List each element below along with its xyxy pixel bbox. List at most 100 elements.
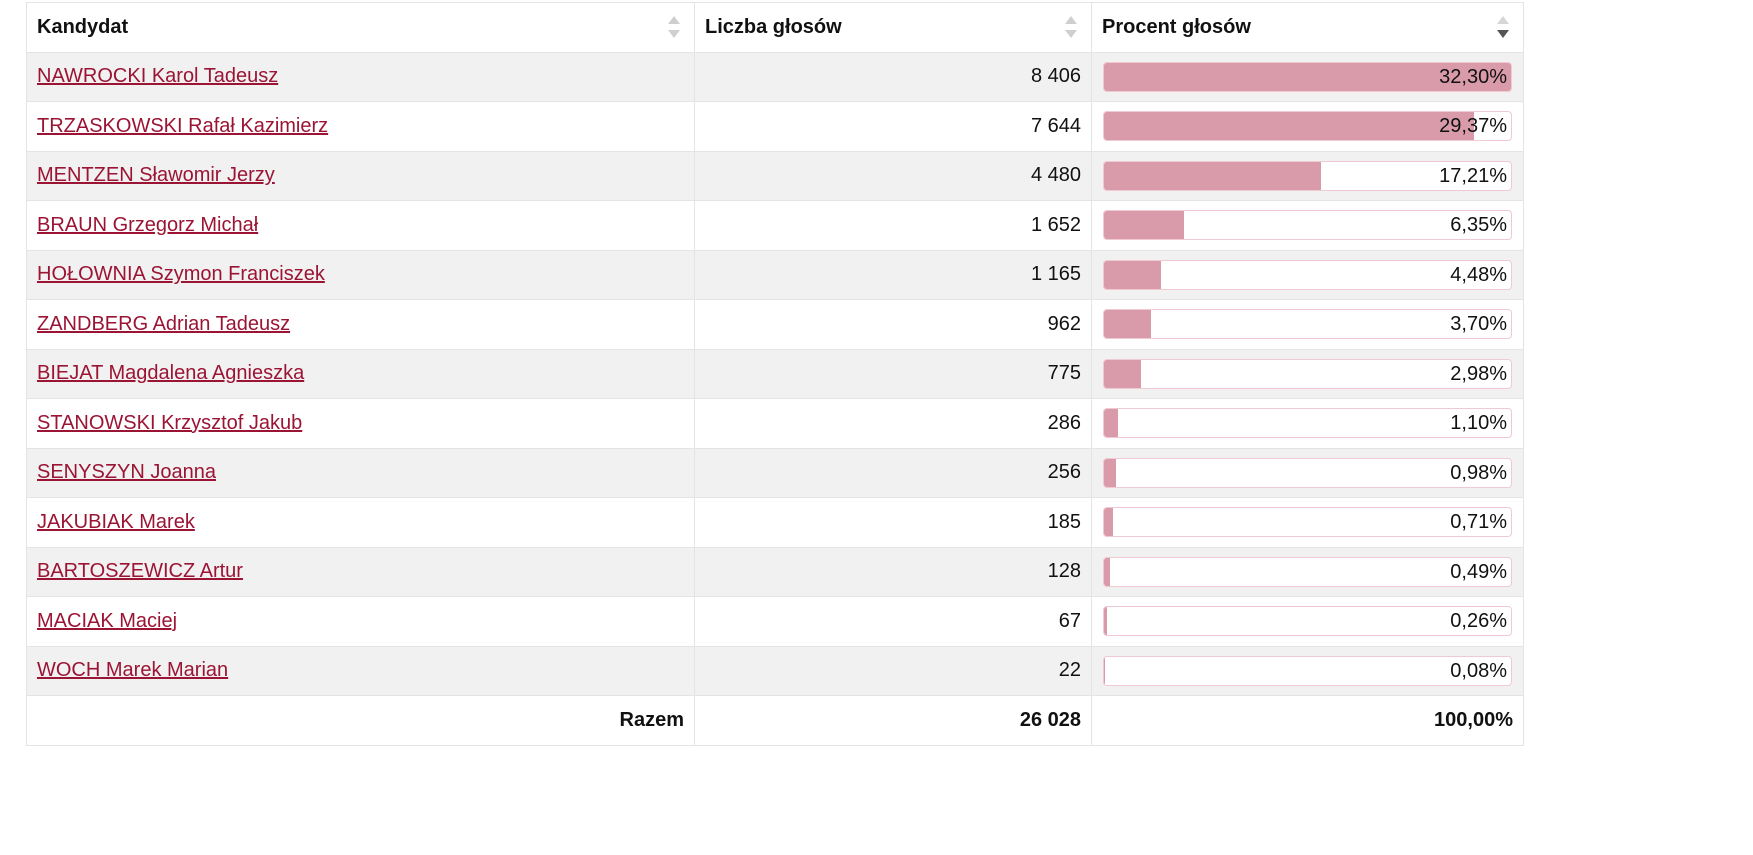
votes-cell: 67 (694, 596, 1092, 647)
percent-cell: 3,70% (1091, 299, 1524, 350)
percent-bar: 0,71% (1103, 507, 1512, 538)
table-row: BRAUN Grzegorz Michał 1 652 6,35% (26, 200, 1524, 251)
candidate-cell: JAKUBIAK Marek (26, 497, 695, 548)
percent-cell: 0,98% (1091, 447, 1524, 498)
total-label: Razem (26, 695, 695, 746)
votes-cell: 128 (694, 546, 1092, 597)
column-header-votes[interactable]: Liczba głosów (694, 2, 1092, 53)
total-percent: 100,00% (1091, 695, 1524, 746)
table-row: ZANDBERG Adrian Tadeusz 962 3,70% (26, 299, 1524, 350)
percent-cell: 29,37% (1091, 101, 1524, 152)
column-header-percent[interactable]: Procent głosów (1091, 2, 1524, 53)
table-row: STANOWSKI Krzysztof Jakub 286 1,10% (26, 398, 1524, 449)
candidate-link[interactable]: WOCH Marek Marian (37, 659, 229, 682)
percent-label: 1,10% (1450, 412, 1507, 435)
percent-label: 3,70% (1450, 313, 1507, 336)
candidate-link[interactable]: MENTZEN Sławomir Jerzy (37, 164, 275, 187)
percent-bar: 4,48% (1103, 259, 1512, 290)
percent-bar-fill (1104, 112, 1474, 141)
candidate-cell: SENYSZYN Joanna (26, 447, 695, 498)
percent-bar-fill (1104, 508, 1113, 537)
table-row: BIEJAT Magdalena Agnieszka 775 2,98% (26, 348, 1524, 399)
table-header-row: Kandydat Liczba głosów Procent głosów (26, 2, 1524, 53)
candidate-cell: BIEJAT Magdalena Agnieszka (26, 348, 695, 399)
percent-bar: 1,10% (1103, 408, 1512, 439)
percent-bar: 17,21% (1103, 160, 1512, 191)
percent-label: 0,98% (1450, 461, 1507, 484)
candidate-link[interactable]: ZANDBERG Adrian Tadeusz (37, 312, 291, 335)
percent-label: 0,49% (1450, 560, 1507, 583)
percent-cell: 6,35% (1091, 200, 1524, 251)
percent-label: 32,30% (1439, 65, 1507, 88)
percent-cell: 17,21% (1091, 150, 1524, 201)
results-table-container: Kandydat Liczba głosów Procent głosów NA… (26, 2, 1524, 746)
percent-bar: 29,37% (1103, 111, 1512, 142)
candidate-link[interactable]: HOŁOWNIA Szymon Franciszek (37, 263, 325, 286)
candidate-link[interactable]: TRZASKOWSKI Rafał Kazimierz (37, 114, 329, 137)
percent-bar-fill (1104, 260, 1161, 289)
candidate-cell: TRZASKOWSKI Rafał Kazimierz (26, 101, 695, 152)
percent-bar-fill (1104, 557, 1111, 586)
percent-cell: 32,30% (1091, 51, 1524, 102)
percent-cell: 1,10% (1091, 398, 1524, 449)
percent-bar: 32,30% (1103, 61, 1512, 92)
percent-bar: 3,70% (1103, 309, 1512, 340)
percent-label: 0,08% (1450, 659, 1507, 682)
candidate-cell: BRAUN Grzegorz Michał (26, 200, 695, 251)
percent-bar-fill (1104, 211, 1185, 240)
candidate-cell: HOŁOWNIA Szymon Franciszek (26, 249, 695, 300)
candidate-link[interactable]: BIEJAT Magdalena Agnieszka (37, 362, 305, 385)
sort-icon[interactable] (1065, 16, 1077, 39)
percent-cell: 0,26% (1091, 596, 1524, 647)
candidate-link[interactable]: BARTOSZEWICZ Artur (37, 560, 243, 583)
candidate-link[interactable]: NAWROCKI Karol Tadeusz (37, 65, 279, 88)
votes-cell: 22 (694, 645, 1092, 696)
candidate-cell: WOCH Marek Marian (26, 645, 695, 696)
percent-cell: 0,71% (1091, 497, 1524, 548)
candidate-cell: MENTZEN Sławomir Jerzy (26, 150, 695, 201)
percent-bar: 0,26% (1103, 606, 1512, 637)
percent-bar: 0,08% (1103, 655, 1512, 686)
percent-bar-fill (1104, 607, 1108, 636)
candidate-link[interactable]: JAKUBIAK Marek (37, 510, 195, 533)
sort-icon[interactable] (668, 16, 680, 39)
candidate-cell: ZANDBERG Adrian Tadeusz (26, 299, 695, 350)
percent-cell: 0,08% (1091, 645, 1524, 696)
percent-bar: 6,35% (1103, 210, 1512, 241)
column-header-label: Procent głosów (1102, 15, 1251, 38)
percent-cell: 4,48% (1091, 249, 1524, 300)
percent-label: 0,71% (1450, 511, 1507, 534)
candidate-link[interactable]: BRAUN Grzegorz Michał (37, 213, 259, 236)
table-row: MACIAK Maciej 67 0,26% (26, 596, 1524, 647)
total-votes: 26 028 (694, 695, 1092, 746)
votes-cell: 286 (694, 398, 1092, 449)
percent-label: 17,21% (1439, 164, 1507, 187)
percent-bar: 2,98% (1103, 358, 1512, 389)
votes-cell: 775 (694, 348, 1092, 399)
sort-descending-icon[interactable] (1497, 16, 1509, 39)
column-header-candidate[interactable]: Kandydat (26, 2, 695, 53)
table-row: NAWROCKI Karol Tadeusz 8 406 32,30% (26, 51, 1524, 102)
percent-label: 2,98% (1450, 362, 1507, 385)
percent-label: 0,26% (1450, 610, 1507, 633)
candidate-link[interactable]: MACIAK Maciej (37, 609, 178, 632)
table-row: TRZASKOWSKI Rafał Kazimierz 7 644 29,37% (26, 101, 1524, 152)
percent-label: 4,48% (1450, 263, 1507, 286)
candidate-cell: MACIAK Maciej (26, 596, 695, 647)
percent-bar-fill (1104, 656, 1105, 685)
percent-cell: 0,49% (1091, 546, 1524, 597)
percent-cell: 2,98% (1091, 348, 1524, 399)
percent-bar-fill (1104, 310, 1151, 339)
table-row: MENTZEN Sławomir Jerzy 4 480 17,21% (26, 150, 1524, 201)
column-header-label: Kandydat (37, 15, 129, 38)
percent-bar-fill (1104, 161, 1321, 190)
votes-cell: 962 (694, 299, 1092, 350)
percent-bar-fill (1104, 62, 1511, 91)
votes-cell: 185 (694, 497, 1092, 548)
votes-cell: 256 (694, 447, 1092, 498)
candidate-link[interactable]: STANOWSKI Krzysztof Jakub (37, 411, 303, 434)
percent-bar-fill (1104, 458, 1117, 487)
candidate-link[interactable]: SENYSZYN Joanna (37, 461, 216, 484)
percent-bar-fill (1104, 359, 1142, 388)
candidate-cell: NAWROCKI Karol Tadeusz (26, 51, 695, 102)
